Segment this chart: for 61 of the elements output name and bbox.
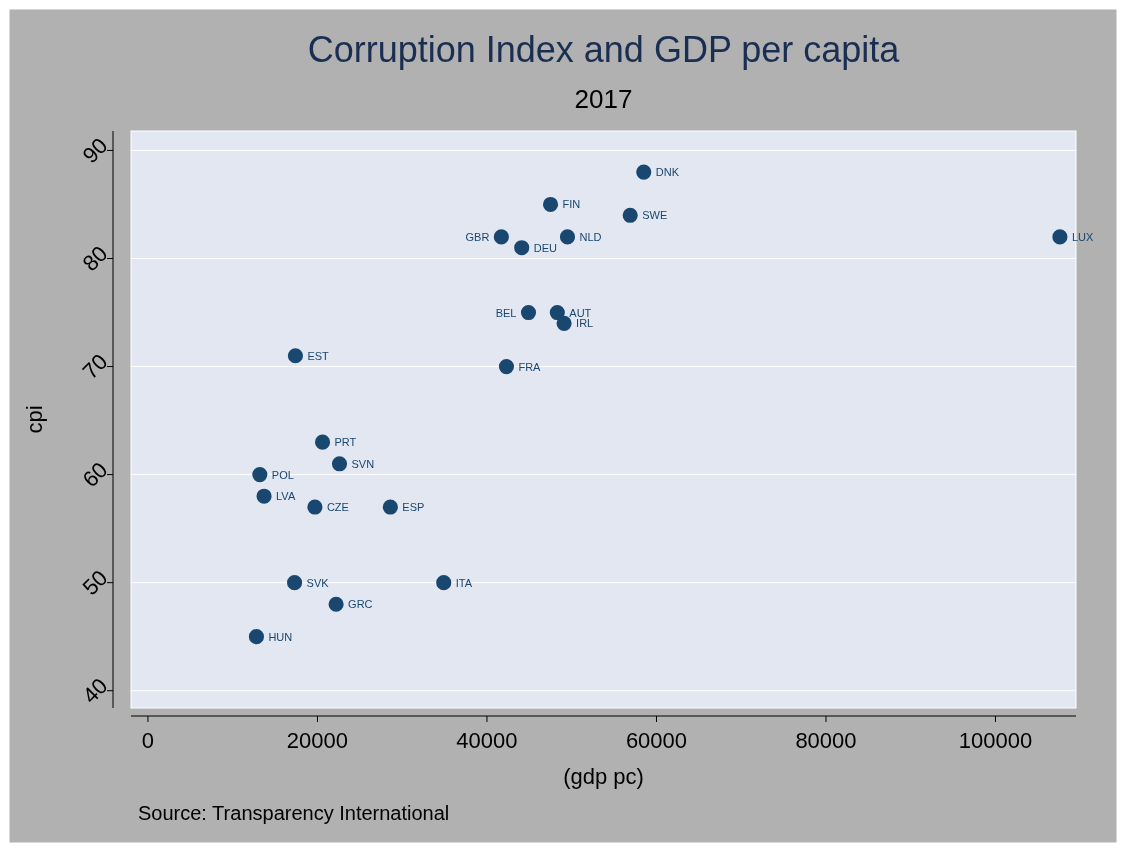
y-tick-label: 90 [77,132,113,168]
annotation: FRA [518,360,542,373]
annotation: GBR [465,230,490,243]
annotation: CZE [326,501,349,514]
annotation: SWE [642,209,668,222]
annotation: SVN [351,457,375,470]
point [436,575,452,591]
point [520,304,537,321]
point [287,575,303,591]
annotation: LUX [1071,230,1094,243]
chart-subtitle: 2017 [574,84,633,114]
y-tick-label: 50 [77,565,113,601]
annotation: GRC [348,598,373,611]
annotation: ITA [455,576,473,589]
annotation: SVK [306,576,330,589]
source-note: Source: Transparency International [138,802,450,824]
y-axis-title: cpi [22,405,47,434]
x-tick-label: 20000 [286,728,349,753]
y-tick-label: 40 [77,673,113,709]
chart-title: Corruption Index and GDP per capita [307,29,901,70]
point [542,196,559,213]
point [331,456,348,472]
x-tick-label: 60000 [625,728,688,753]
annotation: PRT [334,436,357,449]
x-tick-label: 80000 [795,728,857,753]
annotation: AUT [569,306,592,319]
point [493,229,509,245]
point [559,229,576,245]
point [498,359,515,375]
annotation: DEU [533,241,557,254]
point [314,434,331,450]
y-tick-label: 80 [77,241,113,276]
point [256,488,272,504]
annotation: BEL [495,306,517,319]
point [328,596,344,612]
x-axis-title: (gdp pc) [563,764,644,789]
point [622,207,638,223]
y-tick-label: 60 [77,457,113,493]
point [549,304,565,321]
point [382,499,398,515]
annotation: POL [271,468,294,481]
y-tick-label: 70 [77,349,113,385]
annotation: ESP [402,501,425,514]
x-tick-label: 0 [141,728,155,753]
annotation: HUN [268,630,293,643]
annotation: EST [307,349,330,362]
point [514,240,530,256]
point [636,164,652,180]
point [248,629,264,645]
annotation: LVA [276,490,296,503]
point [1052,229,1068,245]
annotation: FIN [562,198,581,211]
point [252,467,268,483]
point [287,348,303,364]
annotation: IRL [576,317,594,330]
annotation: NLD [579,230,602,243]
point [307,499,323,515]
point [556,315,572,331]
annotation: DNK [655,166,680,179]
x-tick-label: 100000 [958,728,1033,753]
x-tick-label: 40000 [456,728,518,753]
